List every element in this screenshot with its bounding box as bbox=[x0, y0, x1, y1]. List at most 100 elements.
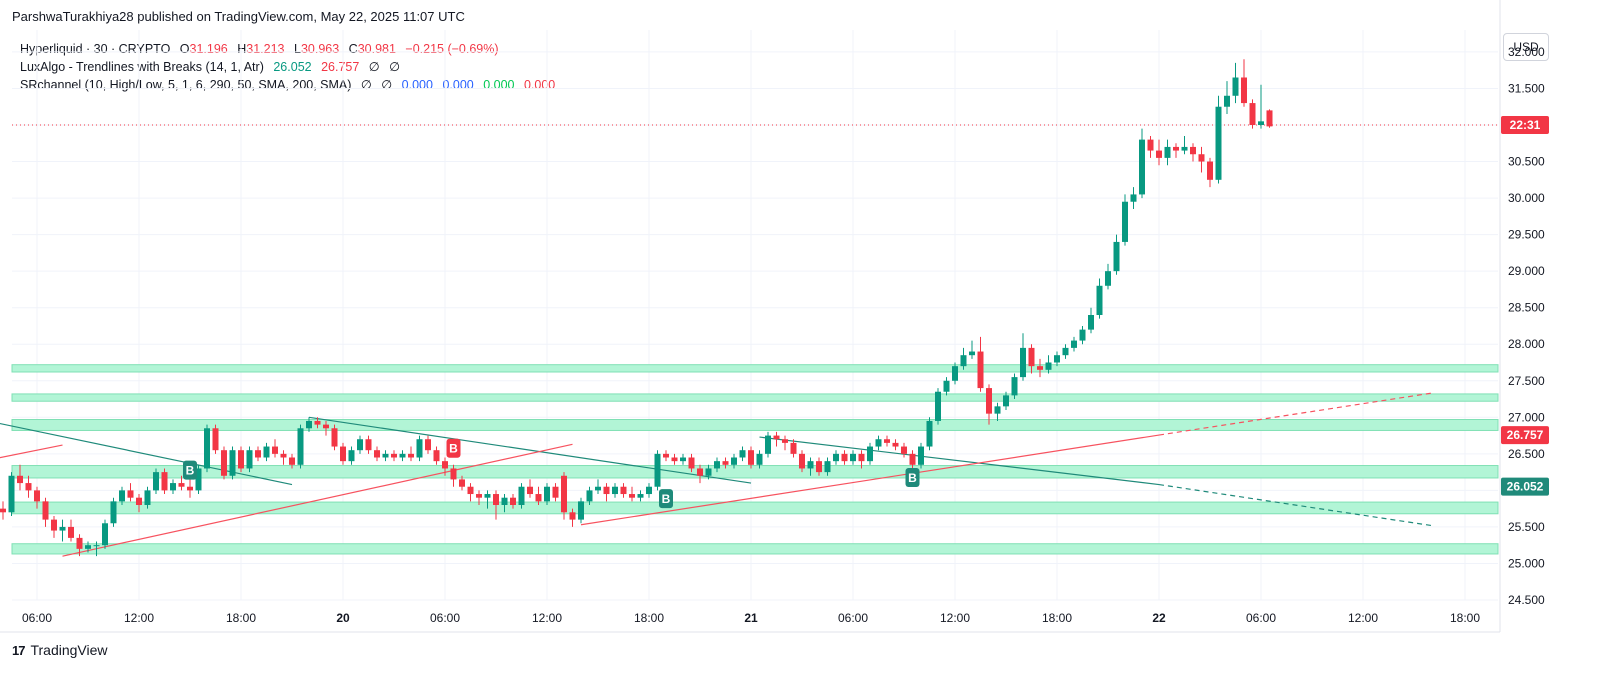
candle-body bbox=[646, 486, 652, 495]
candle-body bbox=[459, 479, 465, 487]
candle-body bbox=[603, 486, 610, 495]
candle-body bbox=[1113, 241, 1120, 272]
sr-zone bbox=[11, 419, 1499, 431]
candle-body bbox=[739, 450, 746, 458]
candle-body bbox=[280, 453, 287, 458]
candle-body bbox=[1028, 347, 1035, 367]
tradingview-logo-icon: 17 bbox=[12, 642, 26, 658]
candle-body bbox=[1088, 315, 1094, 330]
sr-zone bbox=[11, 393, 1499, 402]
candle-body bbox=[1266, 110, 1273, 127]
candle-body bbox=[994, 406, 1001, 414]
trendline-up bbox=[1158, 392, 1432, 436]
candle-body bbox=[884, 439, 890, 443]
candle-body bbox=[535, 494, 542, 502]
candle-body bbox=[323, 424, 329, 429]
candle-body bbox=[858, 453, 865, 462]
open-value: 31.196 bbox=[189, 42, 228, 56]
candle-body bbox=[901, 446, 907, 454]
candle-body bbox=[841, 453, 848, 462]
candle-body bbox=[790, 442, 797, 454]
candle-body bbox=[8, 475, 15, 513]
candle-body bbox=[1207, 161, 1213, 180]
price-tick-label: 30.500 bbox=[1508, 155, 1545, 169]
legend-luxalgo-row[interactable]: LuxAlgo - Trendlines with Breaks (14, 1,… bbox=[20, 58, 555, 76]
candle-body bbox=[637, 494, 644, 498]
luxalgo-value-2: 26.757 bbox=[321, 60, 360, 74]
price-badge bbox=[1501, 116, 1549, 134]
open-label: O bbox=[179, 42, 190, 56]
candle-body bbox=[654, 453, 661, 487]
candle-body bbox=[272, 446, 278, 454]
time-tick-label: 21 bbox=[744, 611, 758, 625]
candle-body bbox=[25, 483, 32, 491]
candle-body bbox=[0, 508, 6, 513]
candle-body bbox=[918, 446, 924, 465]
trendline-up bbox=[62, 443, 573, 557]
candle-body bbox=[926, 420, 933, 447]
trendline-up bbox=[0, 444, 63, 459]
candle-body bbox=[1164, 146, 1171, 158]
candle-body bbox=[493, 494, 499, 505]
candle-body bbox=[833, 453, 839, 462]
candle-body bbox=[255, 450, 261, 458]
candle-body bbox=[1224, 95, 1230, 107]
luxalgo-na-1: ∅ bbox=[368, 60, 380, 74]
break-label: B bbox=[186, 464, 195, 478]
time-tick-label: 12:00 bbox=[940, 611, 970, 625]
candle-body bbox=[748, 450, 754, 465]
candle-body bbox=[51, 519, 57, 531]
sr-zone bbox=[11, 364, 1499, 373]
candle-body bbox=[1130, 194, 1137, 202]
legend-symbol-row[interactable]: Hyperliquid · 30 · CRYPTO O31.196 H31.21… bbox=[20, 40, 555, 58]
candle-body bbox=[59, 526, 66, 531]
trendline-up bbox=[580, 434, 1160, 526]
close-value: 30.981 bbox=[357, 42, 396, 56]
candle-body bbox=[773, 435, 780, 440]
candle-body bbox=[1054, 355, 1060, 363]
candle-body bbox=[960, 355, 967, 367]
candle-body bbox=[867, 446, 873, 462]
low-value: 30.963 bbox=[300, 42, 340, 56]
candle-body bbox=[1241, 77, 1247, 104]
candle-body bbox=[365, 439, 372, 451]
candle-body bbox=[127, 490, 134, 498]
price-tick-label: 25.500 bbox=[1508, 520, 1545, 534]
close-label: C bbox=[348, 42, 358, 56]
candle-body bbox=[977, 351, 984, 389]
currency-button[interactable]: USD bbox=[1503, 33, 1549, 61]
price-badge-label: 26.757 bbox=[1507, 428, 1544, 442]
candle-body bbox=[527, 486, 533, 495]
candle-body bbox=[467, 486, 474, 495]
sr-zone bbox=[11, 501, 1499, 515]
candle-body bbox=[1190, 146, 1196, 155]
price-badge bbox=[1501, 426, 1549, 445]
candle-body bbox=[1232, 77, 1239, 96]
candle-body bbox=[722, 461, 729, 465]
candle-body bbox=[314, 420, 321, 425]
candle-body bbox=[144, 490, 151, 505]
break-label-box bbox=[659, 489, 673, 509]
candle-body bbox=[195, 468, 202, 491]
change-value: −0.215 (−0.69%) bbox=[405, 42, 499, 56]
candle-body bbox=[170, 483, 176, 491]
candle-body bbox=[756, 453, 763, 465]
candle-body bbox=[935, 391, 941, 421]
candle-body bbox=[731, 457, 737, 465]
candle-body bbox=[1139, 139, 1145, 195]
time-tick-label: 12:00 bbox=[1348, 611, 1378, 625]
price-tick-label: 30.000 bbox=[1508, 191, 1545, 205]
candle-body bbox=[943, 380, 950, 392]
candle-body bbox=[578, 501, 584, 520]
time-tick-label: 06:00 bbox=[430, 611, 460, 625]
symbol-label: Hyperliquid · 30 · CRYPTO bbox=[20, 42, 171, 56]
candle-body bbox=[629, 494, 635, 498]
candle-body bbox=[229, 450, 236, 476]
candle-body bbox=[161, 472, 168, 491]
time-tick-label: 20 bbox=[336, 611, 350, 625]
candle-body bbox=[1071, 340, 1077, 348]
trendline-down bbox=[308, 416, 752, 484]
time-tick-label: 12:00 bbox=[532, 611, 562, 625]
candle-body bbox=[119, 490, 125, 502]
